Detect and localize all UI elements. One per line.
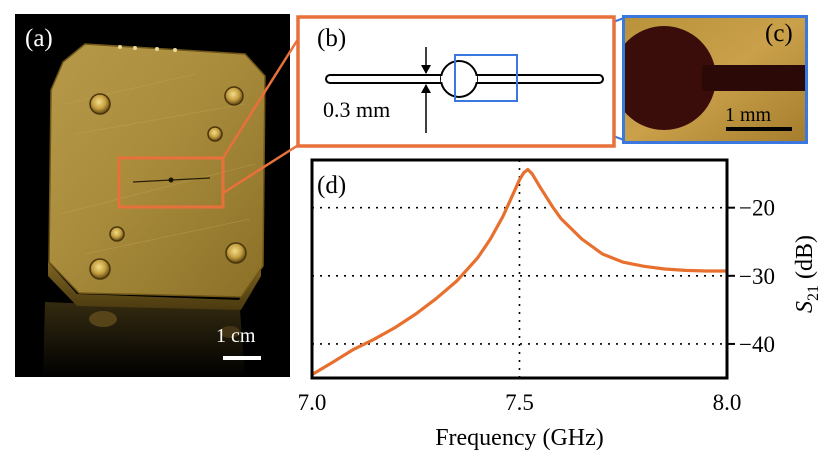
series-line-s21 <box>311 167 727 376</box>
scale-bar-c-label: 1 mm <box>725 104 772 126</box>
screw-hole-icon <box>89 93 111 115</box>
panel-c-micrograph <box>622 15 808 144</box>
panel-b-label: (b) <box>317 25 347 52</box>
screw-hole-icon <box>89 258 111 280</box>
reflection-hole <box>220 326 240 338</box>
y-axis-label-subscript: 21 <box>805 285 822 301</box>
scale-bar-a-label: 1 cm <box>216 325 256 347</box>
slot-mask <box>472 76 477 82</box>
dimension-label: 0.3 mm <box>323 97 391 122</box>
x-tick-label: 7.5 <box>505 390 534 415</box>
arrow-down-icon <box>421 65 431 74</box>
slot-mask <box>441 76 446 82</box>
reflection-hole <box>89 311 117 327</box>
x-tick-label: 7.0 <box>298 390 327 415</box>
panel-b-schematic <box>296 15 616 148</box>
micrograph-circle <box>622 26 716 130</box>
y-tick-label: −20 <box>739 196 775 221</box>
panel-c-frame <box>622 15 808 144</box>
panel-d-label: (d) <box>317 172 347 199</box>
centre-hole <box>168 177 174 183</box>
micrograph-slot <box>702 65 808 91</box>
y-tick-label: −40 <box>739 332 775 357</box>
panel-a-label: (a) <box>25 25 53 52</box>
x-axis-label: Frequency (GHz) <box>435 425 604 451</box>
y-tick-label: −30 <box>739 264 775 289</box>
zoom-box-b <box>454 54 518 102</box>
edge-holes <box>118 45 177 52</box>
y-axis-label: S21 (dB) <box>792 235 822 313</box>
screw-hole-icon <box>109 226 125 242</box>
arrow-up-icon <box>421 84 431 93</box>
plot-frame <box>310 158 729 380</box>
y-axis-label-unit: (dB) <box>792 235 818 285</box>
screw-hole-icon <box>225 242 247 264</box>
x-tick-label: 8.0 <box>713 390 742 415</box>
panel-c-label: (c) <box>765 20 793 47</box>
y-axis-label-symbol: S <box>792 301 818 313</box>
brass-block-side <box>48 262 261 310</box>
